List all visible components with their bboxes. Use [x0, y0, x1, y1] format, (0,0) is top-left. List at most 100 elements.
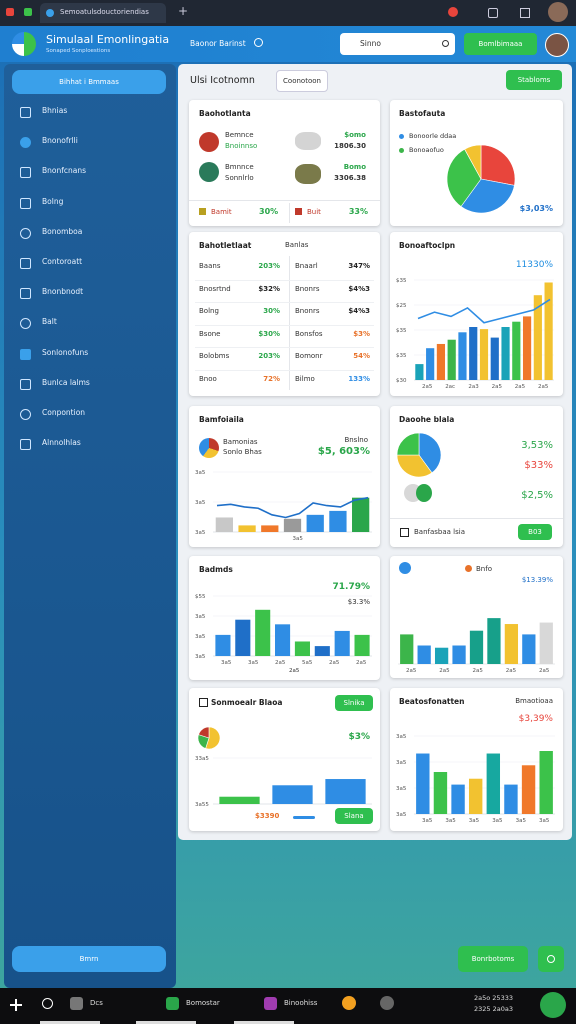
card-button[interactable]: Slana — [335, 808, 373, 824]
active-indicator — [40, 1021, 100, 1024]
combo-chart: 3a5 3a5 3a5 3a5 — [195, 470, 372, 542]
nav-item[interactable]: Bnonofrlli — [42, 136, 78, 146]
card-button[interactable]: Slnika — [335, 695, 373, 711]
row-divider — [195, 302, 374, 303]
nav-item[interactable]: Alnnolhlas — [42, 438, 81, 448]
icon[interactable] — [448, 7, 458, 17]
avatar — [199, 132, 219, 152]
bar — [334, 630, 350, 656]
header-button[interactable]: Bomlbimaaa — [464, 33, 537, 55]
nav-item[interactable]: Bonomboa — [42, 226, 83, 236]
icon — [416, 484, 432, 502]
nav-item[interactable]: Bhnias — [42, 106, 68, 115]
bar — [235, 619, 251, 656]
pie-slice — [460, 178, 515, 214]
x-axis-label: 3a5 — [221, 660, 232, 666]
stat-value: 30% — [259, 207, 279, 216]
nav-item[interactable]: Contoroatt — [42, 257, 83, 266]
card: Daoohe blala 3,53% $33% $2,5% Banfasbaa ls… — [390, 406, 563, 547]
card-title: Badmds — [199, 565, 233, 574]
nav-item[interactable]: Bolng — [42, 196, 64, 206]
primary-button[interactable]: Stabloms — [506, 70, 562, 90]
x-axis-label: 3a5 — [539, 818, 550, 824]
card-value: 11330% — [515, 260, 553, 270]
taskbar: Dcs Bomostar Binoohiss 2a5o 25333 2325 2a0a3 — [0, 988, 576, 1024]
icon — [399, 562, 411, 574]
browser-tab[interactable]: Semoatulsdouctoriendias — [40, 3, 166, 23]
taskbar-item[interactable]: Binoohiss — [284, 999, 318, 1007]
pie-slice — [396, 432, 420, 456]
main-panel: Ulsi Icotnomn Coonotoon Stabloms Baohotl… — [178, 64, 572, 840]
line — [417, 298, 551, 324]
avatar[interactable] — [540, 992, 566, 1018]
x-axis-label: 3a5 — [248, 660, 259, 666]
icon[interactable] — [488, 8, 498, 18]
nav-link[interactable]: Baonor Barinst — [190, 39, 246, 48]
cell-label: Bonsfos — [295, 329, 323, 338]
card-title: Bonoaftoclpn — [399, 241, 456, 250]
cell-value: 54% — [353, 352, 370, 360]
avatar[interactable] — [545, 33, 569, 57]
nav-item[interactable]: Sonlonofuns — [42, 347, 89, 357]
bar — [458, 332, 467, 380]
y-axis-label: $35 — [396, 328, 407, 334]
nav-item[interactable]: Conpontion — [42, 408, 86, 417]
nav-item[interactable]: Balt — [42, 317, 57, 327]
app-icon[interactable] — [380, 996, 394, 1010]
nav-icon — [20, 258, 31, 269]
y-axis-label: $25 — [396, 303, 407, 309]
nav-item[interactable]: Bnonbnodt — [42, 287, 84, 297]
card: Sonmoealr Blaoa Slnika $3% 33a5 3a55 $339… — [189, 688, 380, 831]
bar — [433, 772, 448, 814]
new-tab[interactable]: + — [178, 4, 189, 18]
bar — [468, 778, 483, 814]
search-icon[interactable] — [42, 998, 53, 1009]
card-note: 2a5 — [289, 668, 300, 674]
app-icon[interactable] — [70, 997, 83, 1010]
row-divider — [195, 369, 374, 371]
taskbar-item[interactable]: Bomostar — [186, 999, 220, 1007]
sidebar-bottom-button[interactable]: Bmrn — [12, 946, 166, 972]
bar-chart: 3a5 3a5 3a5 3a5 3a5 3a5 3a5 3a5 3a5 3a5 — [396, 734, 555, 824]
card: Bahotletlaat Banlas Baans 203% Bnaarl 347% B… — [189, 232, 380, 396]
bar — [325, 779, 366, 804]
bar — [255, 609, 271, 656]
row-divider — [195, 347, 374, 348]
nav-icon — [20, 409, 31, 420]
app-icon[interactable] — [166, 997, 179, 1010]
nav-item[interactable]: Bnonfcnans — [42, 166, 87, 176]
cell-label: Bnosrtnd — [199, 284, 231, 293]
bar — [417, 645, 431, 664]
start-icon[interactable] — [10, 999, 22, 1011]
card-value: $3.3% — [347, 598, 370, 606]
card-button[interactable]: B03 — [518, 524, 552, 540]
secondary-button[interactable]: Coonotoon — [276, 70, 328, 92]
icon[interactable] — [520, 8, 530, 18]
taskbar-item[interactable]: Dcs — [90, 999, 103, 1007]
app-icon[interactable] — [342, 996, 356, 1010]
search-icon[interactable] — [254, 38, 263, 47]
search-box[interactable]: Sinno — [340, 33, 455, 55]
sidebar-top-button[interactable]: Bihhat i Bmmaas — [12, 70, 166, 94]
bar — [215, 517, 233, 532]
y-axis-label: 3a5 — [396, 786, 407, 792]
stat-label: Bamit — [211, 208, 232, 216]
bar — [469, 327, 478, 380]
legend-swatch — [399, 134, 404, 139]
row-name: Bmnnce — [225, 163, 254, 171]
icon-button[interactable] — [538, 946, 564, 972]
footer-button[interactable]: Bonrbotoms — [458, 946, 528, 972]
tab-bar: Semoatulsdouctoriendias + — [0, 0, 576, 26]
nav-item[interactable]: Bunlca lalms — [42, 377, 90, 387]
avatar[interactable] — [548, 2, 568, 22]
row-value: $omo — [344, 131, 366, 139]
x-axis-label: 3a5 — [293, 536, 304, 542]
card-value: 71.79% — [332, 582, 371, 592]
cell-label: Bnaarl — [295, 262, 318, 270]
legend-label: Bonoaofuo — [409, 146, 444, 154]
cell-label: Baans — [199, 262, 221, 270]
bar-chart: $55 3a5 3a5 3a5 3a5 3a5 2a5 5a5 2a5 2a5 — [195, 594, 372, 666]
app-icon[interactable] — [264, 997, 277, 1010]
bar — [522, 634, 536, 664]
